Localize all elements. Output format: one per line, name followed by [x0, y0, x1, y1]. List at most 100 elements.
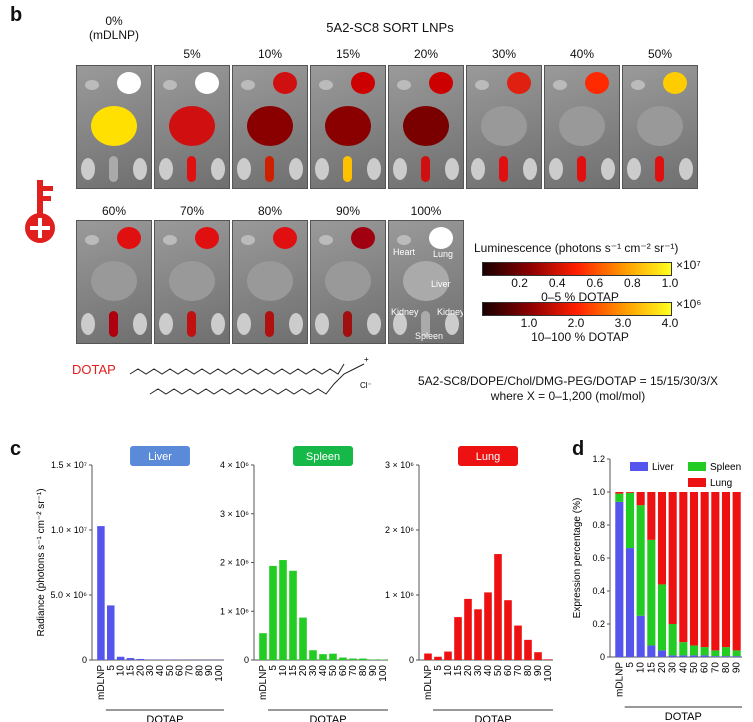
colorbar1-caption: 0–5 % DOTAP	[541, 290, 619, 304]
x-tick-label: 20	[135, 665, 146, 677]
bar	[319, 654, 327, 660]
concentration-label: 5%	[183, 47, 201, 61]
kidney-organ	[159, 313, 173, 335]
colorbar-tick-label: 0.6	[586, 276, 604, 290]
y-tick-label: 0.6	[592, 553, 605, 563]
y-tick-label: 1.5 × 10⁷	[51, 460, 87, 470]
key-icon	[25, 180, 55, 243]
x-tick-label: 5	[268, 665, 279, 671]
bar-segment-liver	[636, 615, 645, 657]
x-tick-label: 100	[543, 665, 554, 682]
colorbar2-caption: 10–100 % DOTAP	[531, 330, 629, 344]
x-tick-label: 10	[636, 662, 647, 674]
heart-organ	[631, 80, 645, 90]
bar-segment-spleen	[647, 539, 656, 646]
liver-organ	[325, 261, 371, 301]
spleen-organ	[655, 156, 664, 182]
lung-organ	[507, 72, 531, 94]
x-tick-label: 90	[732, 662, 743, 674]
y-tick-label: 0	[409, 655, 414, 665]
bar-segment-spleen	[700, 647, 709, 656]
concentration-label: 20%	[413, 47, 439, 61]
kidney-organ	[81, 158, 95, 180]
x-tick-label: 70	[348, 665, 359, 677]
x-tick-label: mDLNP	[96, 665, 107, 700]
x-tick-label: 70	[710, 662, 721, 674]
organ-title-badge	[293, 446, 353, 466]
lung-organ	[351, 72, 375, 94]
kidney-organ	[367, 158, 381, 180]
bar-segment-liver	[689, 655, 699, 657]
organ-title-badge	[458, 446, 518, 466]
ivis-image-panel	[622, 65, 698, 189]
bar	[259, 633, 267, 660]
y-tick-label: 0	[600, 652, 605, 662]
x-tick-label: 80	[721, 662, 732, 674]
kidney-organ	[471, 158, 485, 180]
liver-organ	[481, 106, 527, 146]
liver-organ	[325, 106, 371, 146]
x-tick-label: 5	[625, 662, 636, 668]
x-tick-label: 60	[503, 665, 514, 677]
x-tick-label: 90	[533, 665, 544, 677]
bar-segment-spleen	[732, 650, 741, 657]
kidney-organ	[549, 158, 563, 180]
x-tick-label: 30	[668, 662, 679, 674]
x-tick-label: 100	[378, 665, 389, 682]
concentration-label: 100%	[410, 204, 442, 218]
anion-label: Cl⁻	[360, 381, 372, 390]
liver-organ	[91, 106, 137, 146]
x-tick-label: 10	[278, 665, 289, 677]
liver-organ	[247, 261, 293, 301]
bar	[424, 653, 432, 660]
colorbar-tick-label: 0.2	[511, 276, 528, 290]
lung-organ	[351, 227, 375, 249]
bar-segment-liver	[647, 645, 656, 657]
x-tick-label: 30	[145, 665, 156, 677]
x-tick-label: 15	[288, 665, 299, 677]
panel-b-label: b	[10, 4, 23, 26]
x-tick-label: 80	[194, 665, 205, 677]
kidney-organ	[315, 158, 329, 180]
x-tick-label: 80	[358, 665, 369, 677]
heart-organ	[397, 80, 411, 90]
organ-label-kidney-left: Kidney	[391, 307, 419, 317]
kidney-organ	[445, 313, 459, 335]
dotap-structure: + Cl⁻	[129, 355, 372, 395]
concentration-label: 0% (mDLNP)	[89, 14, 139, 42]
bar-segment-liver	[679, 655, 688, 657]
spleen-organ	[421, 311, 430, 337]
y-tick-label: 1.0	[592, 487, 605, 497]
spleen-organ	[109, 311, 118, 337]
colorbar-tick-label: 1.0	[661, 276, 679, 290]
liver-organ	[637, 106, 683, 146]
kidney-organ	[237, 158, 251, 180]
organ-label-heart: Heart	[393, 247, 416, 257]
organ-title: Spleen	[306, 451, 340, 463]
bar	[299, 617, 307, 660]
colorbar-tick-label: 1.0	[520, 316, 538, 330]
organ-label-kidney-right: Kidney	[437, 307, 464, 317]
concentration-label: 50%	[647, 47, 673, 61]
bar-segment-liver	[625, 548, 635, 657]
kidney-organ	[159, 158, 173, 180]
liver-organ	[403, 261, 449, 301]
ivis-image-panel	[232, 65, 308, 189]
x-tick-label: 15	[453, 665, 464, 677]
y-tick-label: 1.0 × 10⁷	[51, 525, 87, 535]
organ-label-lung: Lung	[433, 249, 454, 259]
kidney-organ	[627, 158, 641, 180]
organ-title-badge	[130, 446, 190, 466]
x-tick-label: 50	[493, 665, 504, 677]
x-axis-label: DOTAP	[309, 714, 346, 722]
concentration-label: 60%	[101, 204, 127, 218]
liver-organ	[91, 261, 137, 301]
bar-segment-spleen	[636, 505, 645, 616]
y-tick-label: 2 × 10⁶	[220, 558, 249, 568]
x-tick-label: 90	[368, 665, 379, 677]
spleen-organ	[265, 311, 274, 337]
concentration-label: 80%	[257, 204, 283, 218]
x-axis-label: DOTAP	[665, 711, 702, 722]
bar-segment-liver	[732, 656, 741, 657]
